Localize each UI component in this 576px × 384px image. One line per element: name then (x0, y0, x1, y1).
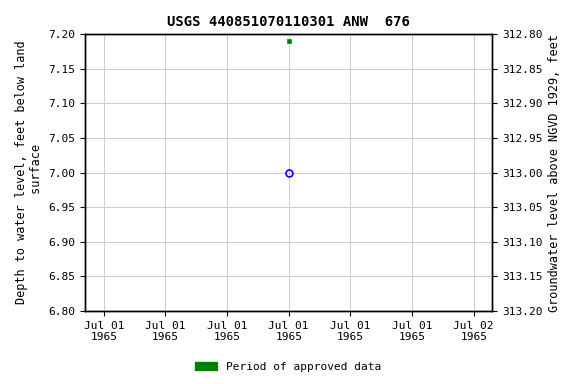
Y-axis label: Groundwater level above NGVD 1929, feet: Groundwater level above NGVD 1929, feet (548, 34, 561, 311)
Legend: Period of approved data: Period of approved data (191, 358, 385, 377)
Y-axis label: Depth to water level, feet below land
 surface: Depth to water level, feet below land su… (15, 41, 43, 305)
Title: USGS 440851070110301 ANW  676: USGS 440851070110301 ANW 676 (167, 15, 410, 29)
